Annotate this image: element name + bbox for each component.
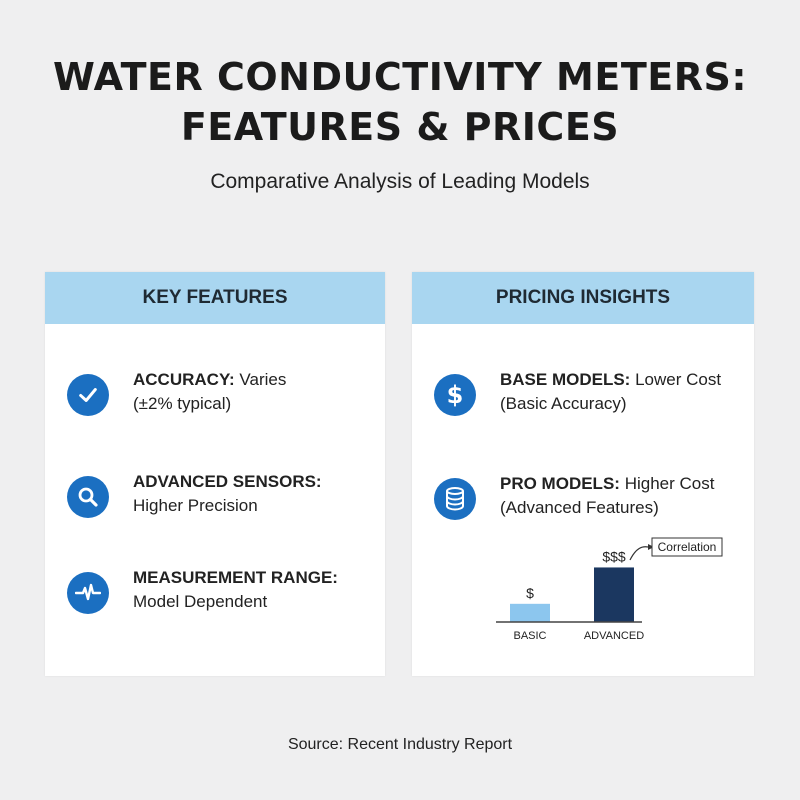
pricing-value: Higher Cost bbox=[624, 474, 715, 493]
magnifier-icon bbox=[67, 476, 109, 518]
feature-text-advanced-sensors: ADVANCED SENSORS: Higher Precision bbox=[133, 470, 322, 518]
checkmark-icon bbox=[67, 374, 109, 416]
feature-item-advanced-sensors: ADVANCED SENSORS: Higher Precision bbox=[67, 470, 375, 518]
key-features-heading: KEY FEATURES bbox=[45, 272, 385, 324]
feature-item-measurement-range: MEASUREMENT RANGE: Model Dependent bbox=[67, 566, 375, 614]
bar-advanced bbox=[594, 567, 634, 622]
feature-label: MEASUREMENT RANGE: bbox=[133, 568, 338, 587]
bar-basic bbox=[510, 603, 550, 622]
key-features-panel: KEY FEATURES ACCURACY: Varies (±2% typic… bbox=[45, 272, 385, 676]
dollar-icon: $ bbox=[434, 374, 476, 416]
correlation-arrow bbox=[629, 546, 649, 561]
page-title: WATER CONDUCTIVITY METERS: FEATURES & PR… bbox=[0, 52, 800, 152]
pricing-label: BASE MODELS: bbox=[500, 370, 631, 389]
feature-value-detail: (±2% typical) bbox=[133, 394, 232, 413]
pricing-text-base-models: BASE MODELS: Lower Cost (Basic Accuracy) bbox=[500, 368, 721, 416]
bar-data-label: $$$ bbox=[602, 548, 626, 564]
feature-text-measurement-range: MEASUREMENT RANGE: Model Dependent bbox=[133, 566, 338, 614]
pricing-value-detail: (Advanced Features) bbox=[500, 498, 659, 517]
price-bar-chart: $ BASIC $$$ ADVANCED Correlation bbox=[496, 537, 723, 642]
pricing-text-pro-models: PRO MODELS: Higher Cost (Advanced Featur… bbox=[500, 472, 714, 520]
pricing-insights-heading: PRICING INSIGHTS bbox=[412, 272, 754, 324]
feature-value: Model Dependent bbox=[133, 592, 268, 611]
feature-text-accuracy: ACCURACY: Varies (±2% typical) bbox=[133, 368, 286, 416]
correlation-box bbox=[651, 537, 723, 557]
source-footnote: Source: Recent Industry Report bbox=[287, 736, 513, 753]
feature-label: ACCURACY: bbox=[133, 370, 235, 389]
bar-data-label: $ bbox=[526, 585, 534, 601]
coin-stack-icon bbox=[434, 478, 476, 520]
pricing-label: PRO MODELS: bbox=[500, 474, 620, 493]
category-tick-label: ADVANCED bbox=[584, 630, 644, 642]
feature-label: ADVANCED SENSORS: bbox=[133, 472, 322, 491]
feature-item-accuracy: ACCURACY: Varies (±2% typical) bbox=[67, 368, 375, 416]
pricing-item-pro-models: PRO MODELS: Higher Cost (Advanced Featur… bbox=[434, 472, 744, 520]
pulse-wave-icon bbox=[67, 572, 109, 614]
pricing-insights-panel: PRICING INSIGHTS $ BASE MODELS: Lower Co… bbox=[412, 272, 754, 676]
correlation-arrowhead bbox=[648, 544, 654, 550]
page-subtitle: Comparative Analysis of Leading Models bbox=[210, 170, 590, 193]
pricing-value: Lower Cost bbox=[635, 370, 722, 389]
category-tick-label: BASIC bbox=[513, 630, 546, 642]
pricing-value-detail: (Basic Accuracy) bbox=[500, 394, 627, 413]
page-title-line-1: WATER CONDUCTIVITY METERS: bbox=[52, 55, 748, 99]
feature-value: Varies bbox=[239, 370, 287, 389]
svg-text:$: $ bbox=[447, 381, 464, 409]
feature-value: Higher Precision bbox=[133, 496, 258, 515]
page-title-line-2: FEATURES & PRICES bbox=[180, 105, 620, 149]
correlation-annotation: Correlation bbox=[658, 540, 717, 554]
pricing-item-base-models: $ BASE MODELS: Lower Cost (Basic Accurac… bbox=[434, 368, 744, 416]
